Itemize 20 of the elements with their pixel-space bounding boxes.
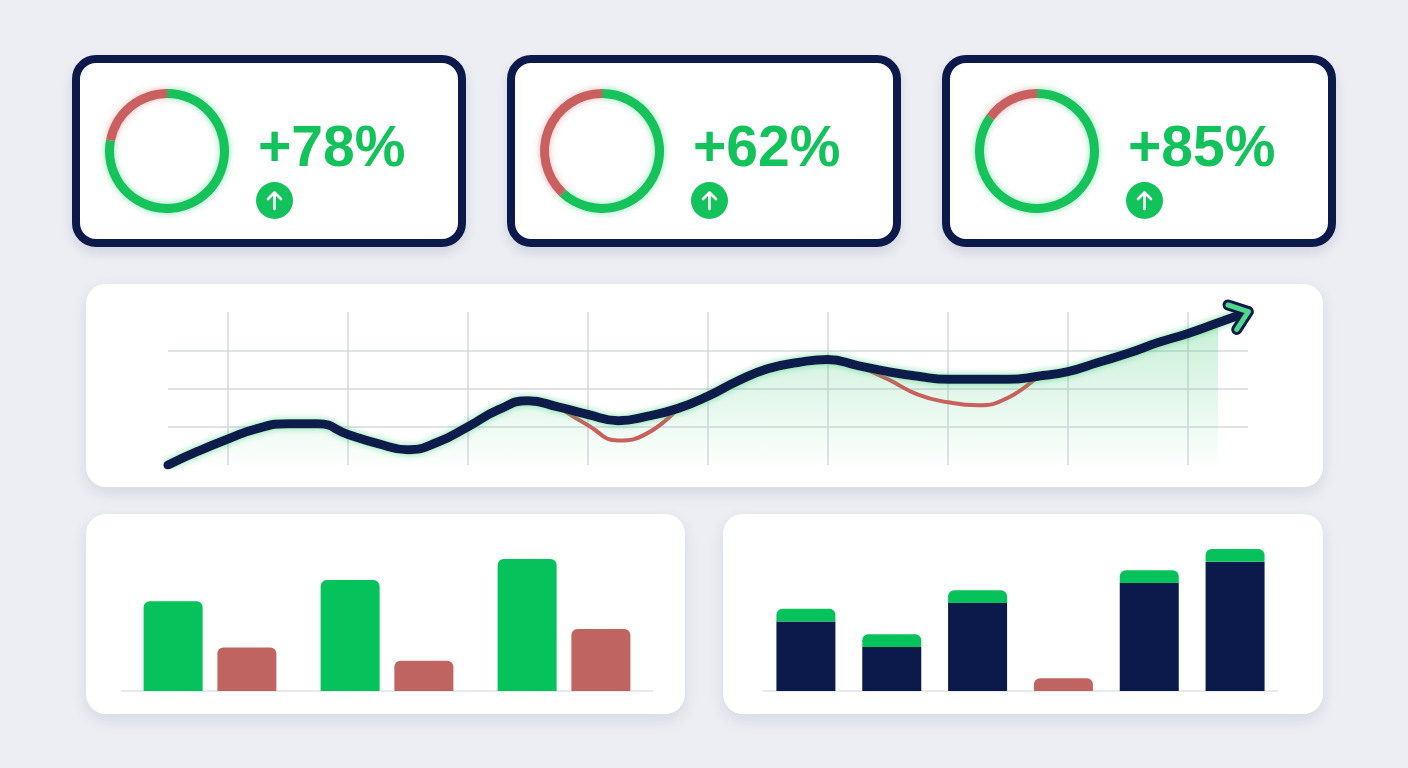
bar [862, 646, 922, 691]
bar [1119, 570, 1179, 584]
bar [1205, 561, 1265, 691]
bar [862, 634, 922, 647]
bar [497, 559, 557, 691]
bar [217, 647, 277, 691]
bar [1119, 583, 1179, 691]
bar [1205, 549, 1265, 562]
bar [394, 660, 454, 691]
bar [1033, 678, 1093, 691]
bar [948, 590, 1008, 603]
bar [143, 601, 203, 691]
text: +85% [1128, 114, 1276, 178]
bar [776, 621, 836, 691]
bar [776, 608, 836, 622]
bar [320, 580, 380, 691]
bar [571, 628, 631, 691]
bar [948, 602, 1008, 691]
text: +62% [693, 114, 841, 178]
text: +78% [258, 114, 406, 178]
